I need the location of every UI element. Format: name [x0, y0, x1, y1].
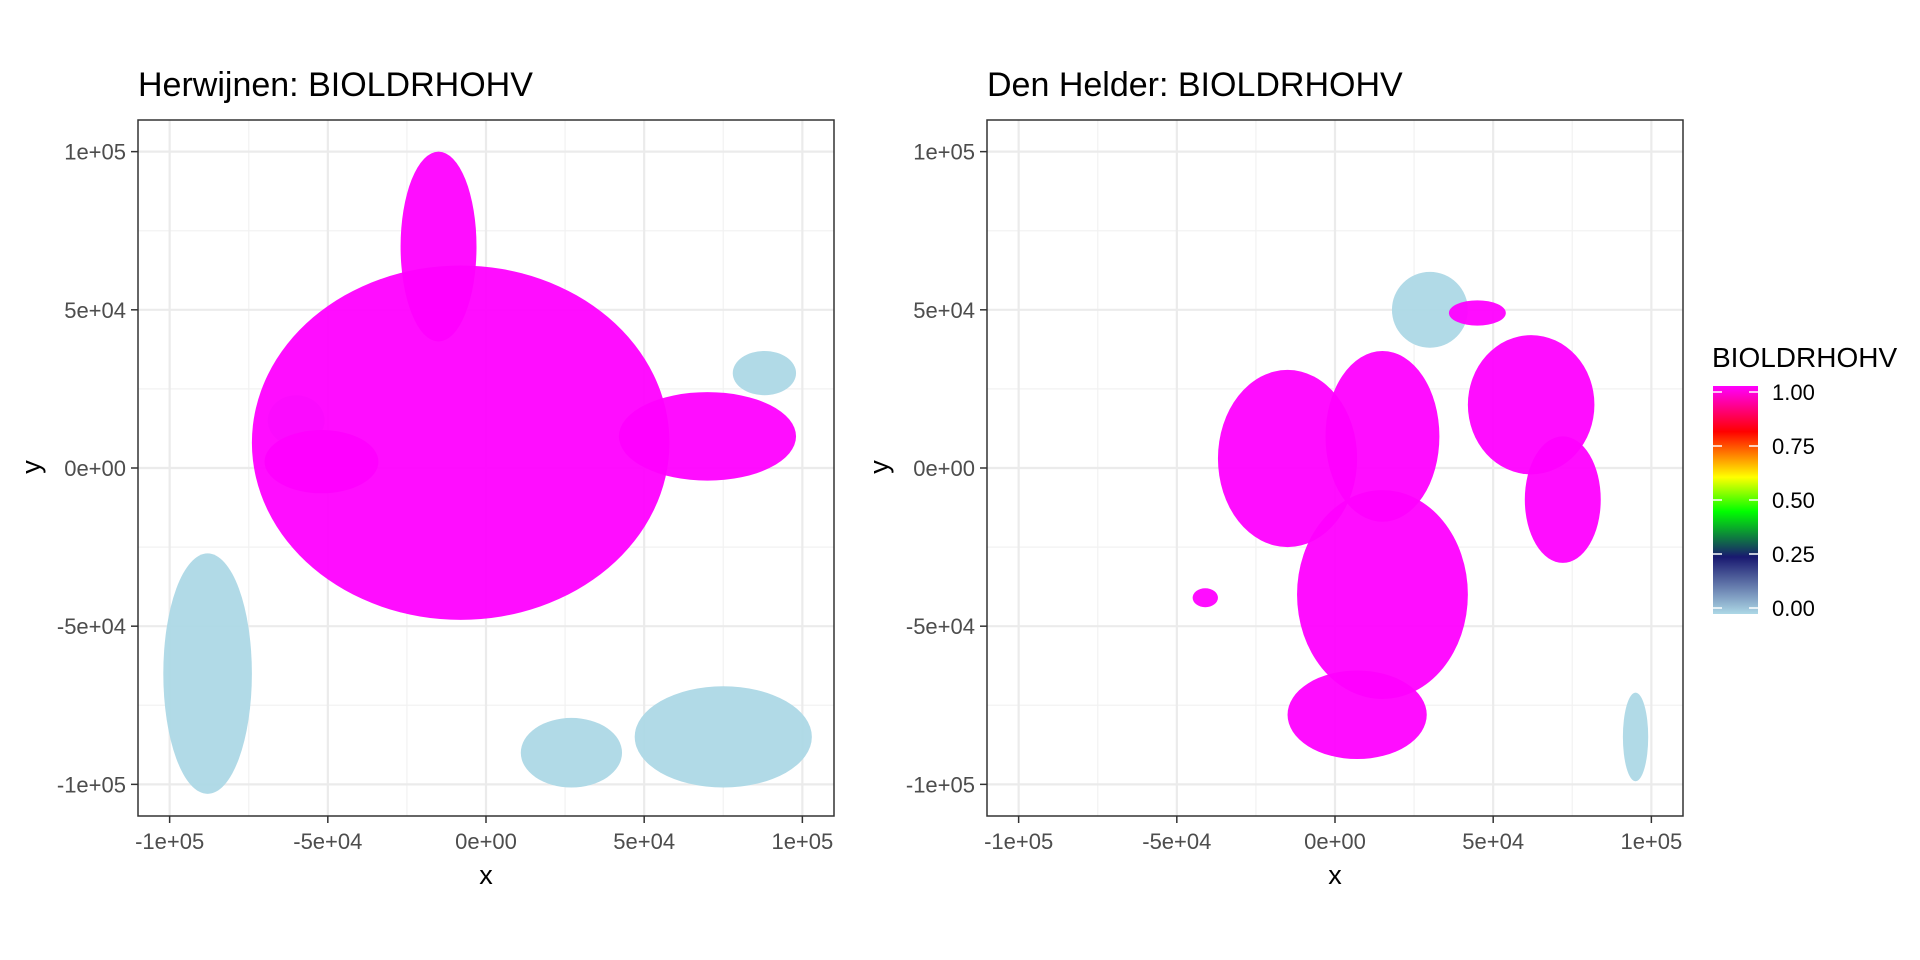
data-region: [732, 350, 797, 396]
data-region: [520, 717, 623, 788]
legend-ticks: 1.00 0.75 0.50 0.25 0.00: [1713, 380, 1815, 621]
legend: BIOLDRHOHV 1.00 0.75 0.50 0.25 0.00: [1712, 342, 1897, 621]
x-tick-label: 0e+00: [1304, 829, 1366, 854]
y-axis-title: y: [864, 460, 894, 474]
x-tick-label: 5e+04: [1462, 829, 1524, 854]
data-region: [1391, 271, 1468, 348]
x-axis-title: x: [1328, 860, 1342, 890]
data-layer: [1192, 271, 1649, 782]
y-tick-label: -5e+04: [906, 614, 975, 639]
x-tick-label: 5e+04: [613, 829, 675, 854]
y-tick-label: 5e+04: [64, 298, 126, 323]
x-tick-label: -1e+05: [135, 829, 204, 854]
data-region: [1524, 436, 1601, 563]
data-region: [1287, 670, 1427, 760]
x-tick-label: 1e+05: [771, 829, 833, 854]
legend-title: BIOLDRHOHV: [1712, 342, 1897, 373]
data-region: [634, 686, 812, 788]
x-axis-title: x: [479, 860, 493, 890]
data-region: [1325, 350, 1440, 522]
y-tick-label: -5e+04: [57, 614, 126, 639]
y-tick-label: 5e+04: [913, 298, 975, 323]
den-helder-panel: Den Helder: BIOLDRHOHV -1e+05 -5e+04 0e+00…: [864, 66, 1684, 890]
y-tick-label: 1e+05: [64, 140, 126, 165]
panel-title-herwijnen: Herwijnen: BIOLDRHOHV: [138, 66, 533, 104]
x-tick-label: -1e+05: [984, 829, 1053, 854]
data-layer: [163, 151, 812, 794]
plot-area-herwijnen: -1e+05 -5e+04 0e+00 5e+04 1e+05 -1e+05 -5e+04 0…: [57, 119, 835, 854]
y-axis-title: y: [16, 460, 46, 474]
y-tick-label: 0e+00: [64, 456, 126, 481]
legend-label: 1.00: [1772, 380, 1815, 405]
y-tick-label: -1e+05: [57, 772, 126, 797]
data-region: [1297, 490, 1468, 699]
x-tick-label: 0e+00: [455, 829, 517, 854]
plot-area-den-helder: -1e+05 -5e+04 0e+00 5e+04 1e+05 -1e+05 -5e+04 0…: [906, 119, 1684, 854]
panel-title-den-helder: Den Helder: BIOLDRHOHV: [987, 66, 1403, 104]
data-region: [1448, 300, 1506, 326]
y-tick-label: 1e+05: [913, 140, 975, 165]
x-tick-label: -5e+04: [1142, 829, 1211, 854]
x-tick-label: 1e+05: [1620, 829, 1682, 854]
y-tick-label: 0e+00: [913, 456, 975, 481]
data-region: [618, 392, 797, 481]
data-region: [163, 553, 252, 794]
legend-label: 0.50: [1772, 488, 1815, 513]
legend-label: 0.75: [1772, 434, 1815, 459]
herwijnen-panel: Herwijnen: BIOLDRHOHV -1e+05 -5e+04 0e+00 5…: [16, 66, 835, 890]
data-region: [1192, 588, 1218, 608]
data-region: [1622, 692, 1649, 782]
y-tick-label: -1e+05: [906, 772, 975, 797]
data-region: [264, 430, 379, 494]
data-region: [1217, 369, 1358, 548]
x-tick-label: -5e+04: [293, 829, 362, 854]
data-region: [400, 151, 477, 342]
legend-label: 0.00: [1772, 596, 1815, 621]
data-region: [251, 265, 670, 620]
legend-label: 0.25: [1772, 542, 1815, 567]
